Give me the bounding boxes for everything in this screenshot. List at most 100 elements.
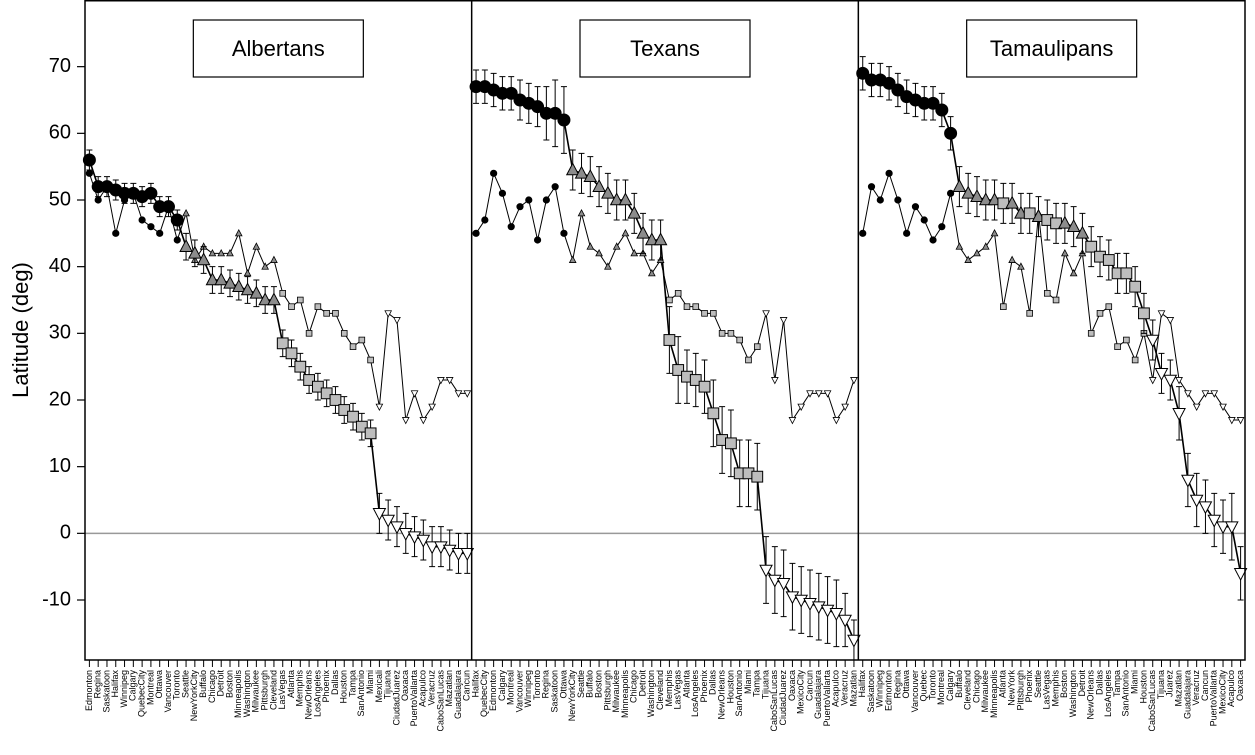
x-tick-label: Veracruz bbox=[426, 670, 436, 706]
estimate-marker bbox=[170, 213, 184, 227]
actual-marker bbox=[867, 183, 876, 191]
x-tick-label: Detroit bbox=[637, 670, 647, 697]
estimate-marker bbox=[249, 285, 264, 299]
actual-marker bbox=[683, 303, 691, 310]
actual-marker bbox=[367, 356, 374, 364]
actual-marker bbox=[349, 343, 357, 350]
estimate-marker bbox=[294, 360, 307, 373]
x-tick-label: QuebecCity bbox=[136, 670, 146, 718]
actual-marker bbox=[621, 228, 630, 237]
x-tick-label: Mazatlan bbox=[444, 670, 454, 707]
x-tick-label: Tampa bbox=[1112, 670, 1122, 697]
actual-marker bbox=[770, 377, 779, 385]
estimate-marker bbox=[1189, 494, 1204, 508]
x-tick-label: Chicago bbox=[207, 670, 217, 703]
actual-marker bbox=[1052, 296, 1060, 304]
actual-marker bbox=[1000, 303, 1007, 310]
x-tick-label: Dallas bbox=[1094, 670, 1104, 696]
estimate-marker bbox=[188, 245, 202, 259]
actual-marker bbox=[472, 229, 480, 237]
x-tick-label: Buffalo bbox=[954, 670, 964, 698]
x-tick-label: SanAntonio bbox=[356, 670, 366, 717]
estimate-marker bbox=[1102, 254, 1115, 266]
plot-frame bbox=[84, 0, 1246, 661]
estimate-marker bbox=[320, 387, 333, 400]
x-tick-label: Pittsburgh bbox=[260, 670, 270, 711]
actual-marker bbox=[332, 310, 339, 317]
estimate-marker bbox=[179, 238, 193, 252]
x-tick-label: Phoenix bbox=[699, 670, 709, 703]
estimate-marker bbox=[1005, 195, 1019, 209]
x-tick-label: Cleveland bbox=[268, 670, 278, 710]
x-tick-label: PuertoVallarta bbox=[822, 670, 832, 726]
x-tick-label: Tijuana bbox=[383, 670, 393, 699]
actual-marker bbox=[375, 403, 384, 412]
estimate-marker bbox=[776, 578, 791, 592]
x-tick-label: Winnipeg bbox=[875, 670, 885, 708]
x-tick-label: Cancun bbox=[462, 670, 472, 701]
x-tick-label: Seattle bbox=[1033, 670, 1043, 698]
x-tick-label: NewYorkCity bbox=[189, 670, 199, 722]
panel-title-box bbox=[192, 19, 364, 78]
estimate-marker bbox=[961, 185, 976, 199]
estimate-marker bbox=[565, 162, 580, 176]
actual-marker bbox=[692, 303, 700, 310]
x-tick-label: Minneapolis bbox=[233, 670, 243, 719]
x-tick-label: NewOrleans bbox=[1086, 670, 1096, 720]
x-tick-label: Vancouver bbox=[514, 670, 524, 712]
x-tick-label: Winnipeg bbox=[119, 670, 129, 708]
x-tick-label: Miami bbox=[743, 670, 753, 694]
estimate-marker bbox=[1224, 521, 1239, 535]
x-tick-label: Houston bbox=[725, 670, 735, 704]
actual-marker bbox=[112, 229, 120, 237]
actual-marker bbox=[288, 303, 295, 310]
actual-marker bbox=[947, 189, 955, 197]
actual-marker bbox=[481, 216, 489, 224]
x-tick-label: Regina bbox=[541, 670, 551, 699]
x-tick-label: CiudadJuarez bbox=[778, 670, 788, 726]
estimate-marker bbox=[970, 188, 984, 202]
y-axis-label: Latitude (deg) bbox=[8, 262, 33, 398]
actual-marker bbox=[454, 390, 463, 398]
x-tick-label: PuertoVallarta bbox=[1209, 670, 1219, 726]
x-tick-label: Chicago bbox=[629, 670, 639, 703]
actual-marker bbox=[710, 310, 717, 317]
actual-marker bbox=[577, 208, 586, 217]
panel-title: Albertans bbox=[232, 36, 325, 61]
x-tick-label: Edmonton bbox=[883, 670, 893, 711]
estimate-marker bbox=[214, 272, 229, 286]
actual-marker bbox=[1114, 343, 1121, 350]
x-tick-label: Acapulco bbox=[831, 670, 841, 707]
estimate-marker bbox=[347, 410, 359, 423]
actual-marker bbox=[525, 196, 533, 204]
x-tick-label: Guadalajara bbox=[453, 670, 463, 719]
estimate-marker bbox=[329, 394, 342, 406]
actual-marker bbox=[217, 248, 226, 257]
x-tick-label: NewYork bbox=[1006, 670, 1016, 706]
x-tick-label: Edmonton bbox=[84, 670, 94, 711]
actual-marker bbox=[1017, 262, 1025, 270]
actual-marker bbox=[938, 223, 946, 231]
y-tick-label: 0 bbox=[60, 522, 71, 544]
actual-marker bbox=[990, 228, 999, 237]
x-tick-label: Mexicali bbox=[374, 670, 384, 703]
actual-marker bbox=[1123, 336, 1130, 344]
x-tick-label: Pittsburgh bbox=[602, 670, 612, 711]
x-tick-label: Atlanta bbox=[286, 670, 296, 698]
actual-marker bbox=[1210, 390, 1219, 398]
actual-marker bbox=[463, 390, 472, 398]
x-tick-label: Washington bbox=[646, 670, 656, 717]
actual-marker bbox=[419, 417, 428, 425]
x-tick-label: Quebec bbox=[919, 670, 929, 702]
x-tick-label: Miami bbox=[1130, 670, 1140, 694]
actual-marker bbox=[533, 236, 542, 244]
x-tick-label: NewOrleans bbox=[716, 670, 726, 720]
x-tick-label: Cancun bbox=[804, 670, 814, 701]
actual-marker bbox=[1105, 303, 1113, 310]
x-tick-label: Seattle bbox=[576, 670, 586, 698]
estimate-marker bbox=[1085, 240, 1098, 253]
actual-marker bbox=[876, 196, 884, 204]
actual-marker bbox=[981, 242, 990, 250]
actual-marker bbox=[297, 296, 304, 304]
estimate-line bbox=[862, 72, 1242, 574]
